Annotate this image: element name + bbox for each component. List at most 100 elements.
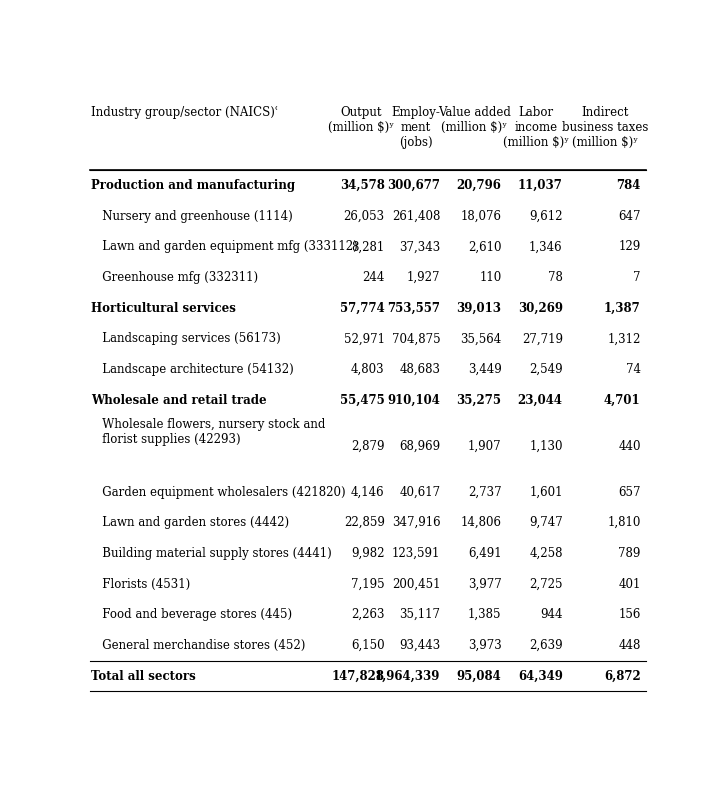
Text: 9,612: 9,612: [529, 209, 563, 223]
Text: 40,617: 40,617: [399, 486, 440, 499]
Text: 2,725: 2,725: [529, 578, 563, 590]
Text: Food and beverage stores (445): Food and beverage stores (445): [91, 608, 292, 621]
Text: 2,737: 2,737: [468, 486, 501, 499]
Text: Landscape architecture (54132): Landscape architecture (54132): [91, 363, 294, 376]
Text: 244: 244: [363, 271, 385, 284]
Text: 9,747: 9,747: [529, 516, 563, 529]
Text: 123,591: 123,591: [392, 547, 440, 560]
Text: 64,349: 64,349: [518, 670, 563, 682]
Text: Horticultural services: Horticultural services: [91, 301, 236, 315]
Text: 1,387: 1,387: [604, 301, 640, 315]
Text: Labor
income
(million $)ʸ: Labor income (million $)ʸ: [503, 106, 569, 149]
Text: 401: 401: [618, 578, 640, 590]
Text: 944: 944: [540, 608, 563, 621]
Text: Nursery and greenhouse (1114): Nursery and greenhouse (1114): [91, 209, 293, 223]
Text: Lawn and garden equipment mfg (333112): Lawn and garden equipment mfg (333112): [91, 240, 358, 253]
Text: Indirect
business taxes
(million $)ʸ: Indirect business taxes (million $)ʸ: [562, 106, 648, 149]
Text: Landscaping services (56173): Landscaping services (56173): [91, 332, 281, 345]
Text: Wholesale flowers, nursery stock and
   florist supplies (42293): Wholesale flowers, nursery stock and flo…: [91, 418, 326, 446]
Text: 1,601: 1,601: [529, 486, 563, 499]
Text: 147,828: 147,828: [332, 670, 385, 682]
Text: 753,557: 753,557: [387, 301, 440, 315]
Text: 789: 789: [618, 547, 640, 560]
Text: 22,859: 22,859: [344, 516, 385, 529]
Text: Garden equipment wholesalers (421820): Garden equipment wholesalers (421820): [91, 486, 346, 499]
Text: 2,263: 2,263: [351, 608, 385, 621]
Text: 7: 7: [633, 271, 640, 284]
Text: 1,907: 1,907: [468, 440, 501, 453]
Text: 57,774: 57,774: [340, 301, 385, 315]
Text: 347,916: 347,916: [392, 516, 440, 529]
Text: 7,195: 7,195: [351, 578, 385, 590]
Text: 440: 440: [618, 440, 640, 453]
Text: 784: 784: [616, 179, 640, 192]
Text: 9,982: 9,982: [351, 547, 385, 560]
Text: Value added
(million $)ʸ: Value added (million $)ʸ: [438, 106, 511, 134]
Text: 300,677: 300,677: [387, 179, 440, 192]
Text: 95,084: 95,084: [457, 670, 501, 682]
Text: 26,053: 26,053: [343, 209, 385, 223]
Text: 39,013: 39,013: [457, 301, 501, 315]
Text: 34,578: 34,578: [340, 179, 385, 192]
Text: 2,639: 2,639: [529, 639, 563, 652]
Text: 129: 129: [618, 240, 640, 253]
Text: 4,803: 4,803: [351, 363, 385, 376]
Text: 4,258: 4,258: [529, 547, 563, 560]
Text: 704,875: 704,875: [392, 332, 440, 345]
Text: Production and manufacturing: Production and manufacturing: [91, 179, 296, 192]
Text: 93,443: 93,443: [399, 639, 440, 652]
Text: 23,044: 23,044: [518, 394, 563, 407]
Text: 8,281: 8,281: [351, 240, 385, 253]
Text: 910,104: 910,104: [388, 394, 440, 407]
Text: 35,117: 35,117: [399, 608, 440, 621]
Text: 30,269: 30,269: [518, 301, 563, 315]
Text: Output
(million $)ʸ: Output (million $)ʸ: [328, 106, 394, 134]
Text: 52,971: 52,971: [344, 332, 385, 345]
Text: 4,146: 4,146: [351, 486, 385, 499]
Text: 6,491: 6,491: [468, 547, 501, 560]
Text: 156: 156: [618, 608, 640, 621]
Text: 6,150: 6,150: [351, 639, 385, 652]
Text: 1,312: 1,312: [607, 332, 640, 345]
Text: 200,451: 200,451: [392, 578, 440, 590]
Text: 2,549: 2,549: [529, 363, 563, 376]
Text: 1,385: 1,385: [468, 608, 501, 621]
Text: 261,408: 261,408: [392, 209, 440, 223]
Text: 6,872: 6,872: [604, 670, 640, 682]
Text: Building material supply stores (4441): Building material supply stores (4441): [91, 547, 332, 560]
Text: 657: 657: [618, 486, 640, 499]
Text: 35,275: 35,275: [457, 394, 501, 407]
Text: 37,343: 37,343: [399, 240, 440, 253]
Text: 2,610: 2,610: [468, 240, 501, 253]
Text: 68,969: 68,969: [399, 440, 440, 453]
Text: 78: 78: [548, 271, 563, 284]
Text: 2,879: 2,879: [351, 440, 385, 453]
Text: 1,346: 1,346: [529, 240, 563, 253]
Text: 18,076: 18,076: [460, 209, 501, 223]
Text: 3,973: 3,973: [467, 639, 501, 652]
Text: 27,719: 27,719: [522, 332, 563, 345]
Text: 1,927: 1,927: [407, 271, 440, 284]
Text: Industry group/sector (NAICS)ʿ: Industry group/sector (NAICS)ʿ: [91, 106, 279, 119]
Text: Employ-
ment
(jobs): Employ- ment (jobs): [392, 106, 441, 149]
Text: 110: 110: [480, 271, 501, 284]
Text: 1,810: 1,810: [607, 516, 640, 529]
Text: Total all sectors: Total all sectors: [91, 670, 196, 682]
Text: 55,475: 55,475: [340, 394, 385, 407]
Text: 20,796: 20,796: [457, 179, 501, 192]
Text: 647: 647: [618, 209, 640, 223]
Text: 448: 448: [618, 639, 640, 652]
Text: 48,683: 48,683: [399, 363, 440, 376]
Text: Greenhouse mfg (332311): Greenhouse mfg (332311): [91, 271, 258, 284]
Text: General merchandise stores (452): General merchandise stores (452): [91, 639, 306, 652]
Text: 1,964,339: 1,964,339: [375, 670, 440, 682]
Text: Florists (4531): Florists (4531): [91, 578, 191, 590]
Text: 74: 74: [625, 363, 640, 376]
Text: 3,977: 3,977: [467, 578, 501, 590]
Text: Lawn and garden stores (4442): Lawn and garden stores (4442): [91, 516, 289, 529]
Text: 3,449: 3,449: [467, 363, 501, 376]
Text: Wholesale and retail trade: Wholesale and retail trade: [91, 394, 267, 407]
Text: 14,806: 14,806: [460, 516, 501, 529]
Text: 4,701: 4,701: [604, 394, 640, 407]
Text: 1,130: 1,130: [529, 440, 563, 453]
